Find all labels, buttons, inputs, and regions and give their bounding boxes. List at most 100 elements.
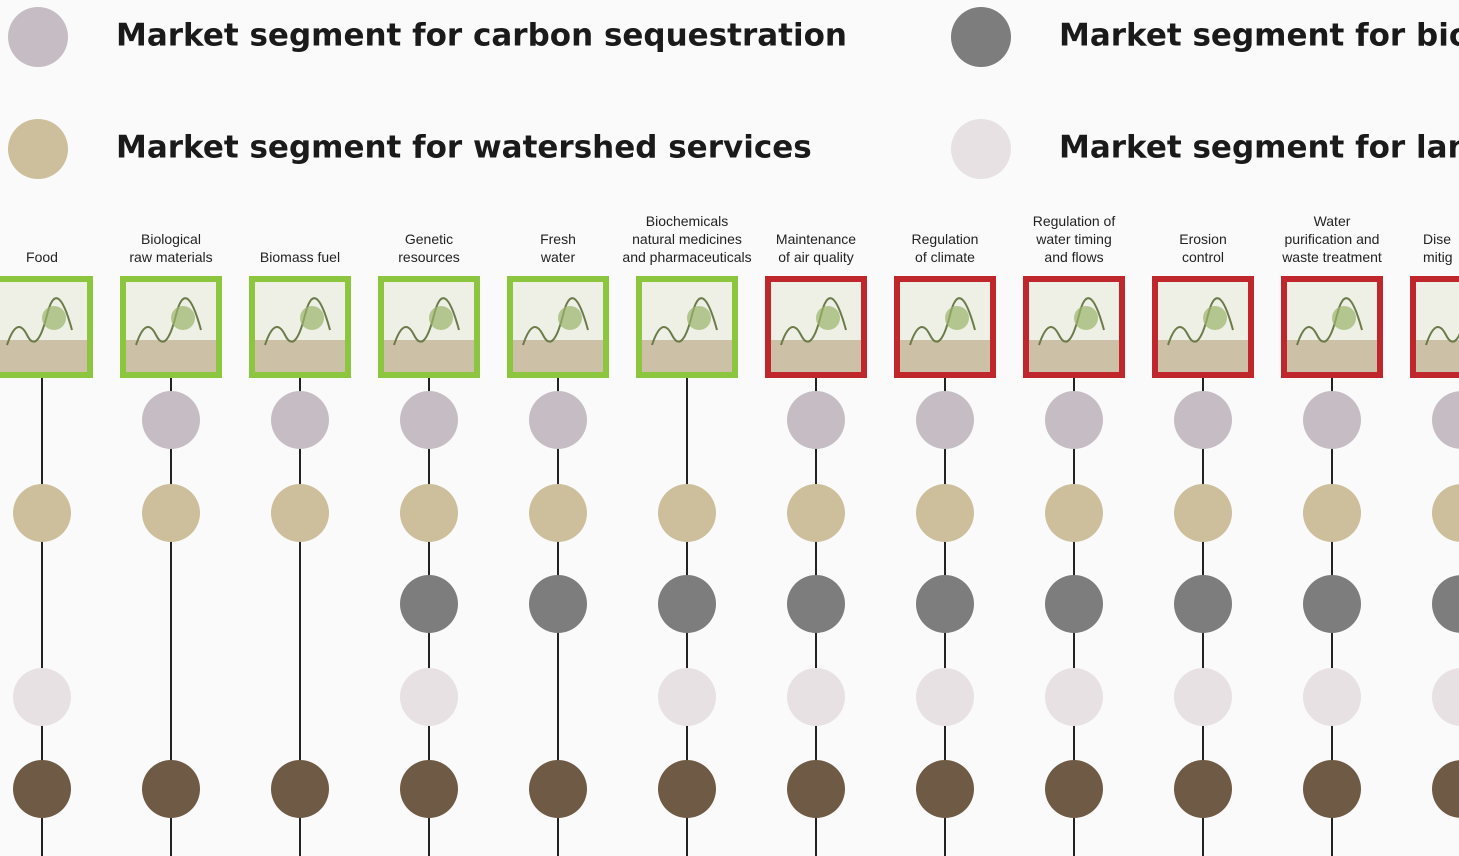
segment-dot xyxy=(400,391,458,449)
segment-dot xyxy=(1174,760,1232,818)
segment-dot xyxy=(529,575,587,633)
segment-dot xyxy=(1174,668,1232,726)
column-label: natural medicines xyxy=(632,231,742,247)
picture-ground xyxy=(383,340,475,373)
picture-ground xyxy=(641,340,733,373)
column-label: control xyxy=(1182,249,1224,265)
column-label: water timing xyxy=(1035,231,1111,247)
column-label: water xyxy=(540,249,576,265)
segment-dot xyxy=(400,575,458,633)
column-label: of air quality xyxy=(778,249,853,265)
segment-dot xyxy=(400,668,458,726)
segment-dot xyxy=(1432,484,1459,542)
legend-swatch xyxy=(8,119,68,179)
segment-dot xyxy=(787,760,845,818)
service-picture xyxy=(254,281,346,373)
legend-label: Market segment for carbon sequestration xyxy=(116,18,847,54)
column-label: and pharmaceuticals xyxy=(622,249,751,265)
segment-dot xyxy=(271,760,329,818)
picture-plant xyxy=(1074,306,1098,330)
legend-label: Market segment for biodiv xyxy=(1059,18,1459,54)
picture-ground xyxy=(1415,340,1459,373)
segment-dot xyxy=(1303,668,1361,726)
segment-dot xyxy=(142,391,200,449)
picture-ground xyxy=(770,340,862,373)
picture-plant xyxy=(558,306,582,330)
picture-ground xyxy=(125,340,217,373)
service-picture xyxy=(899,281,991,373)
picture-plant xyxy=(1332,306,1356,330)
segment-dot xyxy=(787,575,845,633)
legend-swatch xyxy=(8,7,68,67)
segment-dot xyxy=(1303,760,1361,818)
service-picture xyxy=(641,281,733,373)
segment-dot xyxy=(658,668,716,726)
segment-dot xyxy=(400,760,458,818)
segment-dot xyxy=(1432,760,1459,818)
segment-dot xyxy=(916,760,974,818)
legend-swatch xyxy=(951,119,1011,179)
picture-plant xyxy=(300,306,324,330)
service-picture xyxy=(1157,281,1249,373)
segment-dot xyxy=(787,668,845,726)
segment-dot xyxy=(916,484,974,542)
legend-swatch xyxy=(951,7,1011,67)
segment-dot xyxy=(658,760,716,818)
column-label: Food xyxy=(26,249,58,265)
segment-dot xyxy=(1045,668,1103,726)
segment-dot xyxy=(1174,575,1232,633)
segment-dot xyxy=(142,760,200,818)
segment-dot xyxy=(658,575,716,633)
service-picture xyxy=(512,281,604,373)
picture-ground xyxy=(0,340,88,373)
segment-dot xyxy=(13,760,71,818)
segment-dot xyxy=(400,484,458,542)
segment-dot xyxy=(13,484,71,542)
column-label: Regulation xyxy=(912,231,979,247)
column-label: raw materials xyxy=(129,249,212,265)
segment-dot xyxy=(916,575,974,633)
segment-dot xyxy=(529,484,587,542)
segment-dot xyxy=(13,668,71,726)
page: Market segment for carbon sequestration M… xyxy=(0,0,1459,856)
service-picture xyxy=(1415,281,1459,373)
service-picture xyxy=(1286,281,1378,373)
service-picture xyxy=(1028,281,1120,373)
picture-ground xyxy=(512,340,604,373)
picture-plant xyxy=(429,306,453,330)
column-label: Biochemicals xyxy=(646,213,728,229)
segment-dot xyxy=(658,484,716,542)
segment-dot xyxy=(1045,760,1103,818)
picture-plant xyxy=(171,306,195,330)
column-label: resources xyxy=(398,249,459,265)
legend-label: Market segment for lands xyxy=(1059,130,1459,166)
segment-dot xyxy=(142,484,200,542)
column-label: Regulation of xyxy=(1033,213,1116,229)
picture-plant xyxy=(687,306,711,330)
segment-dot xyxy=(1045,391,1103,449)
segment-dot xyxy=(916,391,974,449)
column-label: waste treatment xyxy=(1281,249,1382,265)
segment-dot xyxy=(1045,575,1103,633)
picture-plant xyxy=(1203,306,1227,330)
service-picture xyxy=(0,281,88,373)
picture-plant xyxy=(945,306,969,330)
column-label: Erosion xyxy=(1179,231,1226,247)
column-label: mitig xyxy=(1423,249,1453,265)
picture-ground xyxy=(1286,340,1378,373)
column-label: purification and xyxy=(1285,231,1380,247)
segment-dot xyxy=(529,760,587,818)
segment-dot xyxy=(1432,668,1459,726)
segment-dot xyxy=(1303,484,1361,542)
column-label: Biological xyxy=(141,231,201,247)
picture-ground xyxy=(1028,340,1120,373)
segment-dot xyxy=(787,391,845,449)
column-label: Fresh xyxy=(540,231,576,247)
column-label: Water xyxy=(1314,213,1351,229)
service-picture xyxy=(383,281,475,373)
service-picture xyxy=(125,281,217,373)
picture-ground xyxy=(254,340,346,373)
segment-dot xyxy=(1174,391,1232,449)
picture-ground xyxy=(1157,340,1249,373)
column-label: Dise xyxy=(1423,231,1451,247)
